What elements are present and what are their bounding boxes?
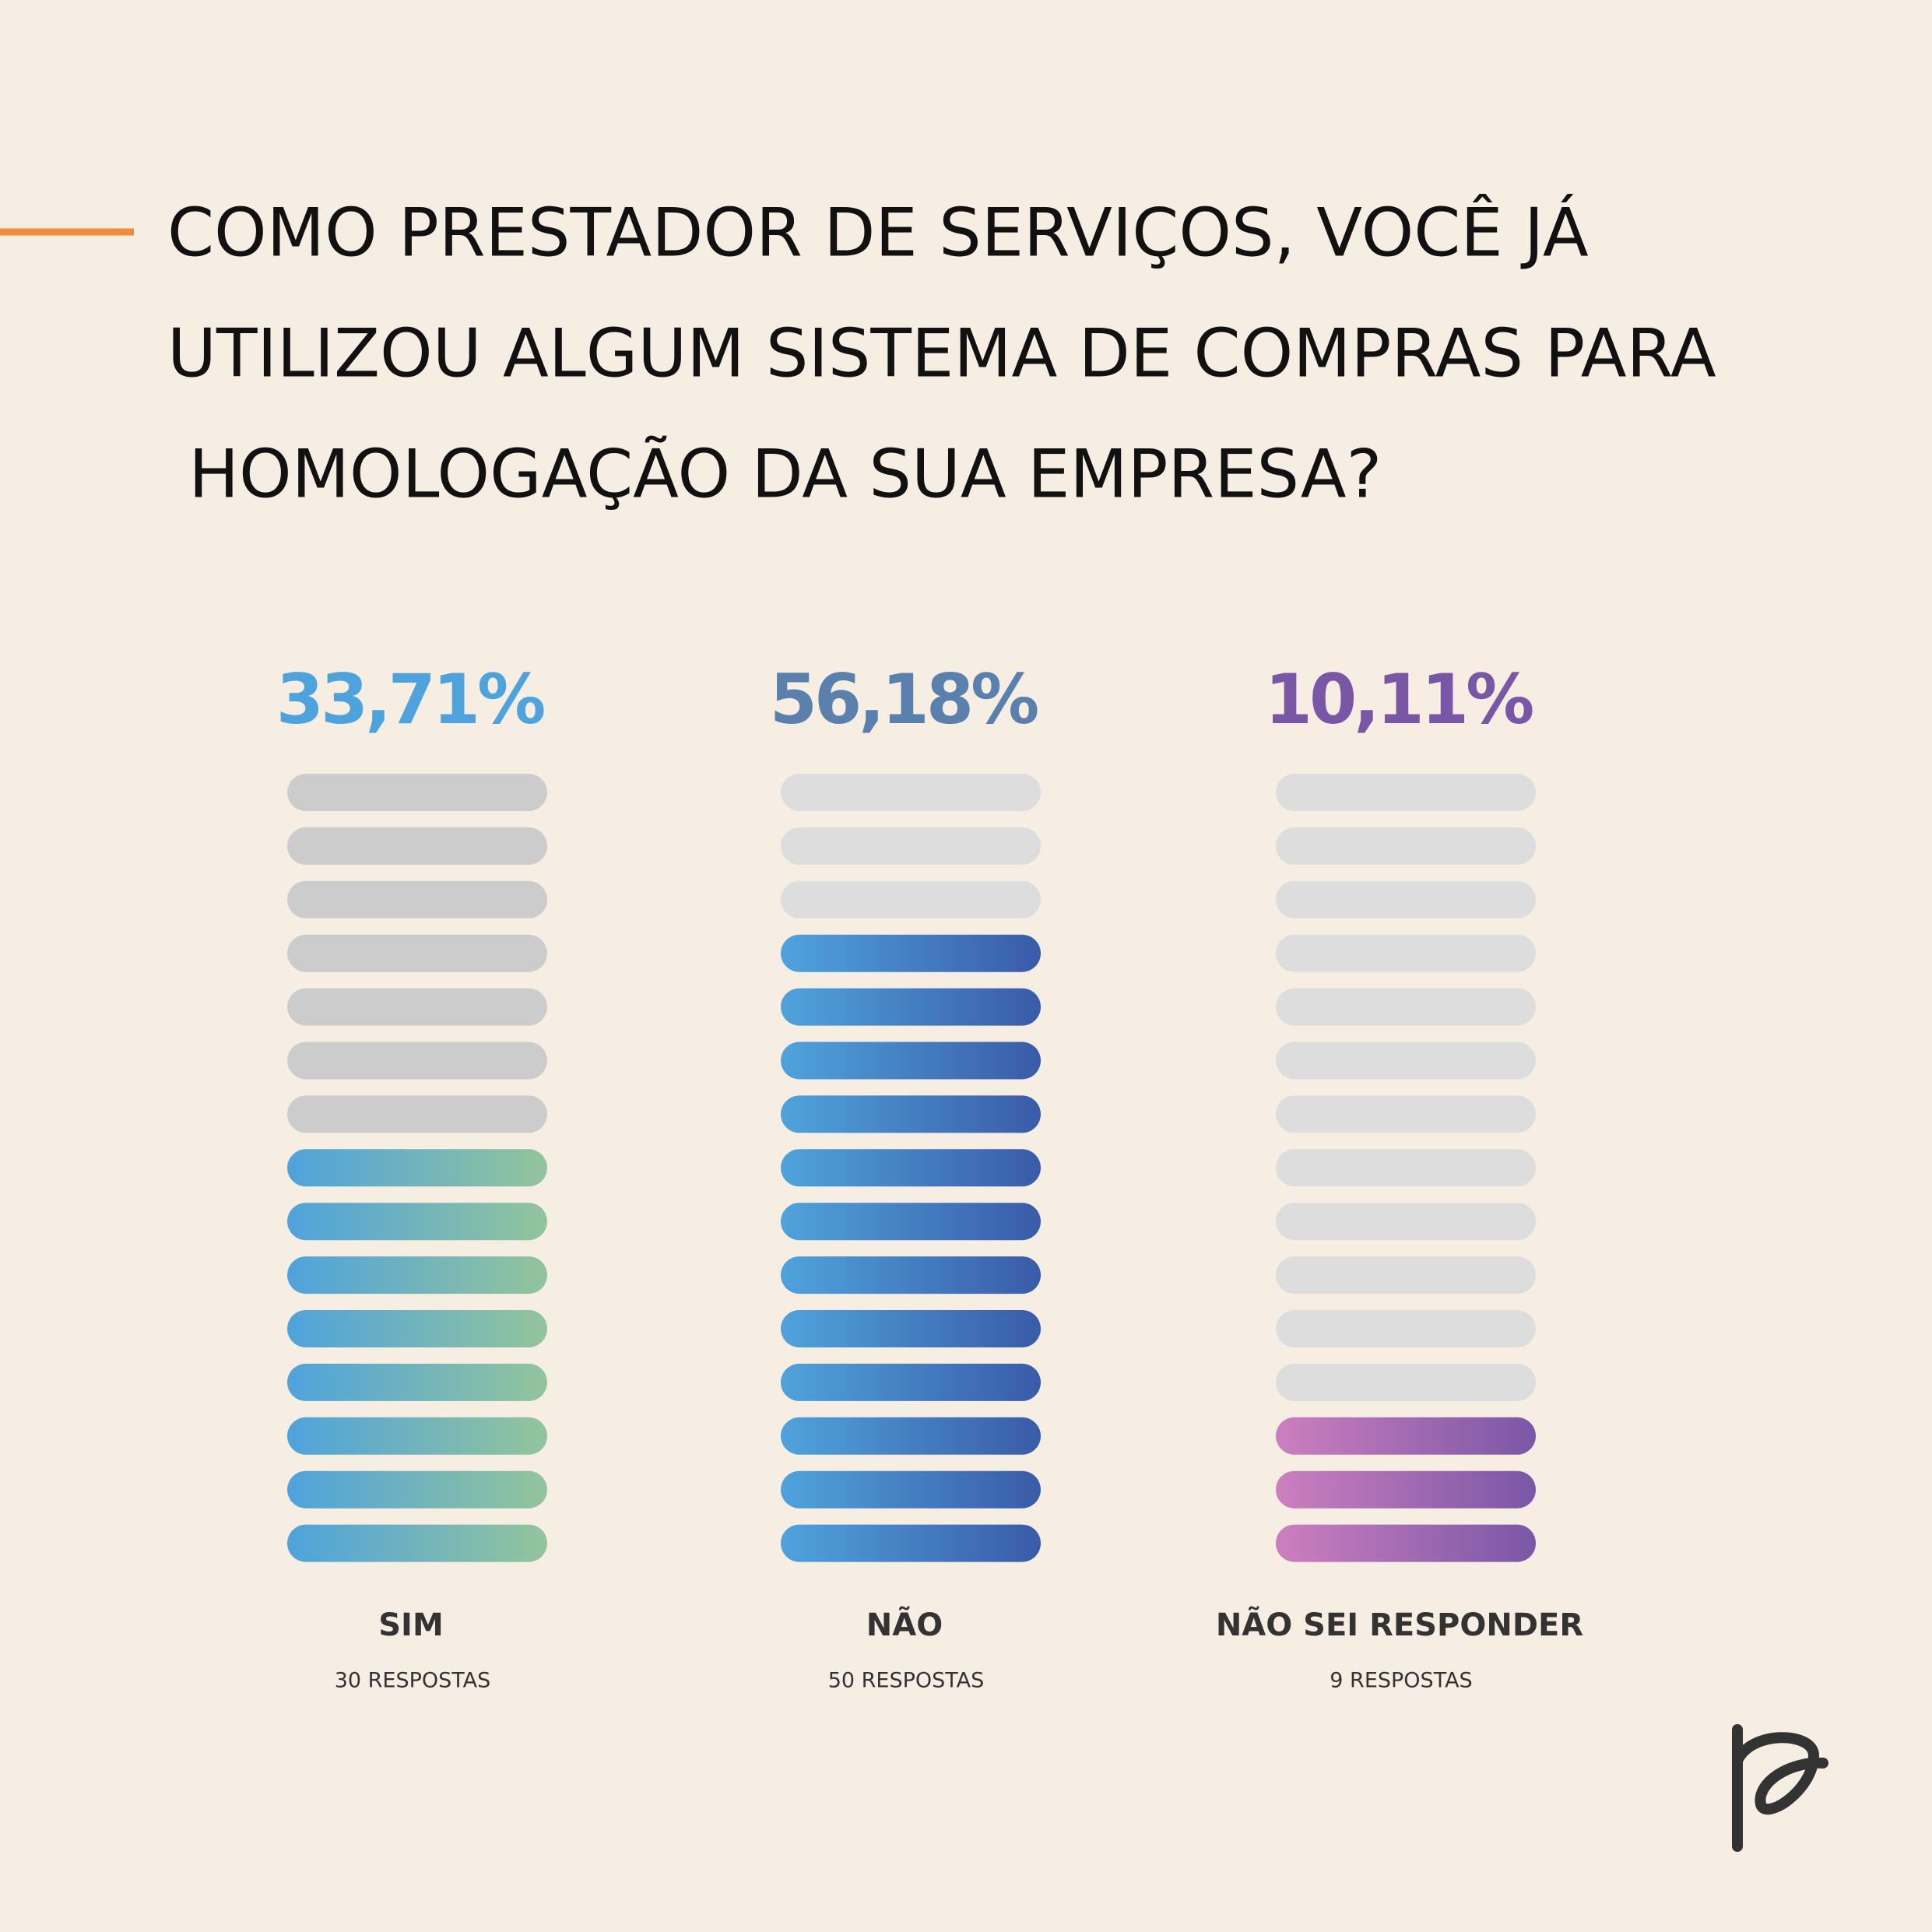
filled-segment (287, 1149, 547, 1187)
empty-segment (287, 934, 547, 972)
filled-segment (287, 1256, 547, 1294)
empty-segment (1276, 880, 1536, 919)
filled-segment (781, 1256, 1041, 1294)
filled-segment (781, 1417, 1041, 1455)
filled-segment (287, 1310, 547, 1347)
filled-segment (781, 1149, 1041, 1187)
empty-segment (287, 827, 547, 865)
empty-segment (1276, 1203, 1536, 1241)
filled-segment (1276, 1470, 1536, 1509)
filled-segment (781, 1203, 1041, 1241)
response-label: 9 RESPOSTAS (1330, 1669, 1472, 1693)
filled-segment (1276, 1524, 1536, 1562)
empty-segment (287, 1095, 547, 1133)
empty-segment (781, 880, 1041, 919)
filled-segment (781, 1524, 1041, 1562)
empty-segment (1276, 1256, 1536, 1294)
empty-segment (1276, 1310, 1536, 1347)
filled-segment (781, 988, 1041, 1026)
filled-segment (287, 1470, 547, 1509)
empty-segment (1276, 1095, 1536, 1133)
empty-segment (781, 774, 1041, 811)
filled-segment (781, 1095, 1041, 1133)
empty-segment (1276, 827, 1536, 865)
filled-segment (287, 1363, 547, 1401)
filled-segment (1276, 1417, 1536, 1455)
response-label: 30 RESPOSTAS (335, 1669, 491, 1693)
filled-segment (781, 1310, 1041, 1347)
chart-title: COMO PRESTADOR DE SERVIÇOS, VOCÊ JÁ (167, 193, 1589, 272)
filled-segment (287, 1417, 547, 1455)
filled-segment (287, 1203, 547, 1241)
empty-segment (287, 774, 547, 811)
empty-segment (1276, 988, 1536, 1026)
filled-segment (781, 934, 1041, 972)
empty-segment (1276, 1363, 1536, 1401)
empty-segment (1276, 1042, 1536, 1080)
filled-segment (781, 1042, 1041, 1080)
response-label: 50 RESPOSTAS (828, 1669, 985, 1693)
filled-segment (287, 1524, 547, 1562)
empty-segment (287, 880, 547, 919)
empty-segment (287, 988, 547, 1026)
empty-segment (287, 1042, 547, 1080)
category-label: NÃO SEI RESPONDER (1216, 1605, 1583, 1643)
logo (1732, 1724, 1828, 1852)
empty-segment (1276, 934, 1536, 972)
value-label: 33,71% (276, 659, 544, 739)
category-label: NÃO (866, 1605, 943, 1643)
empty-segment (1276, 774, 1536, 811)
empty-segment (1276, 1149, 1536, 1187)
empty-segment (781, 827, 1041, 865)
chart-title: HOMOLOGAÇÃO DA SUA EMPRESA? (167, 435, 1382, 513)
value-label: 10,11% (1265, 659, 1533, 739)
value-label: 56,18% (770, 659, 1038, 739)
chart-title: UTILIZOU ALGUM SISTEMA DE COMPRAS PARA (167, 314, 1716, 392)
filled-segment (781, 1470, 1041, 1509)
filled-segment (781, 1363, 1041, 1401)
category-label: SIM (378, 1607, 444, 1643)
